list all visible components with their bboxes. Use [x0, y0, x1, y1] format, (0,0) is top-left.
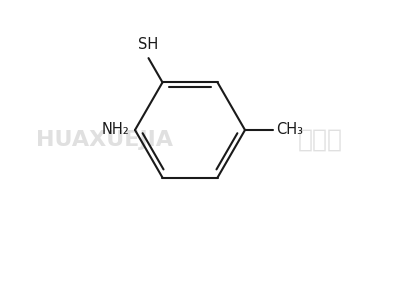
Text: HUAXUEJIA: HUAXUEJIA — [36, 130, 174, 150]
Text: SH: SH — [138, 37, 159, 52]
Text: 化学加: 化学加 — [298, 128, 342, 152]
Text: CH₃: CH₃ — [276, 122, 303, 137]
Text: NH₂: NH₂ — [101, 122, 129, 137]
